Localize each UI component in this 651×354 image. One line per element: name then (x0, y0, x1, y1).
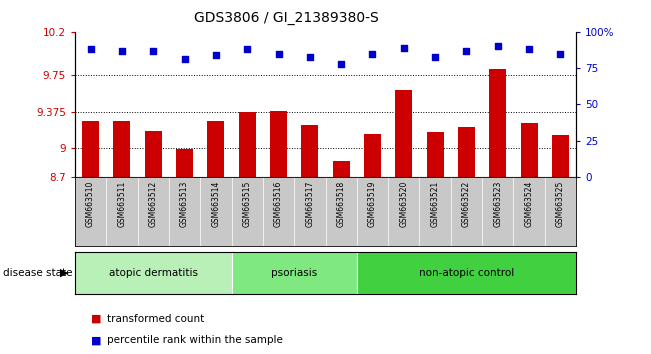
Bar (395, 90, 413, 177)
Text: atopic dermatitis: atopic dermatitis (109, 268, 198, 278)
Text: GSM663523: GSM663523 (493, 181, 503, 227)
Text: GSM663520: GSM663520 (399, 181, 408, 227)
Text: GSM663521: GSM663521 (431, 181, 439, 227)
Text: non-atopic control: non-atopic control (419, 268, 514, 278)
Point (524, 46, 534, 52)
Bar (301, 125, 318, 177)
Point (555, 51, 566, 56)
Text: ■: ■ (91, 314, 102, 324)
Bar (75, 252, 232, 294)
Text: psoriasis: psoriasis (271, 268, 317, 278)
Point (305, 54, 315, 59)
Point (117, 48, 127, 53)
Bar (82, 121, 99, 177)
Text: GSM663516: GSM663516 (274, 181, 283, 227)
Text: percentile rank within the sample: percentile rank within the sample (107, 335, 283, 345)
Point (179, 57, 189, 62)
Bar (364, 135, 381, 177)
Point (430, 54, 440, 59)
Text: disease state: disease state (3, 268, 73, 278)
Text: ▶: ▶ (60, 268, 68, 278)
Point (148, 48, 158, 53)
Text: transformed count: transformed count (107, 314, 204, 324)
Text: GSM663525: GSM663525 (556, 181, 565, 227)
Point (85, 46, 96, 52)
Bar (426, 132, 444, 177)
Text: GSM663514: GSM663514 (212, 181, 220, 227)
Bar (145, 131, 162, 177)
Bar (176, 149, 193, 177)
Text: GDS3806 / GI_21389380-S: GDS3806 / GI_21389380-S (194, 11, 379, 25)
Text: GSM663517: GSM663517 (305, 181, 314, 227)
Point (493, 44, 503, 49)
Point (367, 51, 378, 56)
Point (273, 51, 284, 56)
Text: GSM663515: GSM663515 (243, 181, 252, 227)
Bar (113, 121, 130, 177)
Bar (232, 252, 357, 294)
Text: GSM663524: GSM663524 (525, 181, 534, 227)
Text: GSM663511: GSM663511 (117, 181, 126, 227)
Bar (489, 69, 506, 177)
Bar (357, 252, 576, 294)
Bar (458, 127, 475, 177)
Point (398, 45, 409, 51)
Point (336, 61, 346, 67)
Text: GSM663522: GSM663522 (462, 181, 471, 227)
Text: ■: ■ (91, 335, 102, 345)
Text: GSM663513: GSM663513 (180, 181, 189, 227)
Text: GSM663519: GSM663519 (368, 181, 377, 227)
Bar (270, 111, 287, 177)
Bar (521, 123, 538, 177)
Text: GSM663518: GSM663518 (337, 181, 346, 227)
Point (462, 48, 472, 53)
Text: GSM663512: GSM663512 (148, 181, 158, 227)
Point (242, 46, 253, 52)
Bar (333, 161, 350, 177)
Point (211, 52, 221, 58)
Text: GSM663510: GSM663510 (86, 181, 95, 227)
Bar (238, 112, 256, 177)
Bar (552, 135, 569, 177)
Bar (207, 121, 225, 177)
